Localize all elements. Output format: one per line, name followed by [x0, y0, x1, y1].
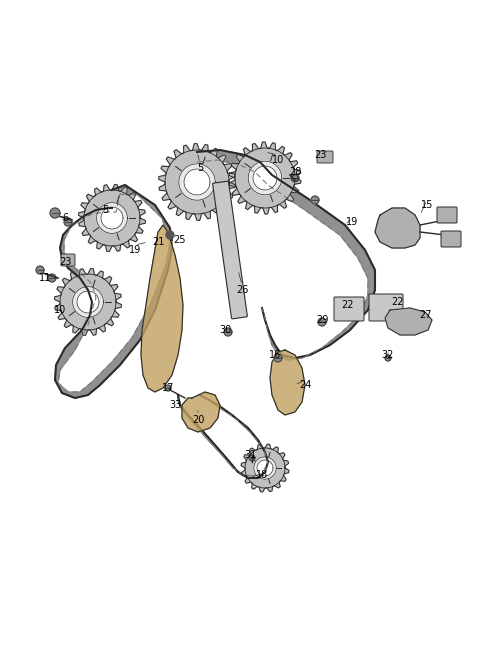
Polygon shape — [182, 392, 220, 432]
Polygon shape — [248, 161, 282, 195]
Text: 19: 19 — [129, 245, 141, 255]
FancyBboxPatch shape — [437, 207, 457, 223]
Text: 26: 26 — [236, 285, 248, 295]
Text: 29: 29 — [316, 315, 328, 325]
FancyBboxPatch shape — [369, 294, 403, 321]
Polygon shape — [55, 268, 121, 335]
Text: 28: 28 — [289, 167, 301, 177]
Text: 32: 32 — [382, 350, 394, 360]
Text: 23: 23 — [314, 150, 326, 160]
FancyBboxPatch shape — [213, 181, 247, 319]
Polygon shape — [253, 166, 277, 190]
Polygon shape — [311, 196, 319, 204]
Polygon shape — [166, 231, 174, 239]
Text: 27: 27 — [419, 310, 431, 320]
Polygon shape — [48, 274, 56, 282]
Polygon shape — [318, 318, 326, 326]
Text: 30: 30 — [219, 325, 231, 335]
Text: 16: 16 — [269, 350, 281, 360]
FancyBboxPatch shape — [61, 254, 75, 266]
Text: 21: 21 — [152, 237, 164, 247]
Polygon shape — [224, 328, 232, 336]
Polygon shape — [179, 164, 215, 200]
FancyBboxPatch shape — [317, 151, 333, 163]
Polygon shape — [165, 385, 171, 391]
Text: 31: 31 — [244, 450, 256, 460]
Polygon shape — [50, 208, 60, 218]
Text: 5: 5 — [197, 163, 203, 173]
Text: 33: 33 — [169, 400, 181, 410]
Polygon shape — [245, 448, 285, 488]
Polygon shape — [84, 190, 140, 246]
Polygon shape — [249, 455, 255, 461]
Polygon shape — [141, 225, 183, 392]
Polygon shape — [292, 175, 298, 181]
Polygon shape — [291, 174, 299, 182]
Text: 18: 18 — [256, 470, 268, 480]
Text: 11: 11 — [39, 273, 51, 283]
Polygon shape — [385, 355, 391, 361]
Polygon shape — [79, 184, 145, 251]
Polygon shape — [159, 144, 235, 220]
Polygon shape — [274, 354, 282, 362]
Text: 17: 17 — [162, 383, 174, 393]
Text: 25: 25 — [174, 235, 186, 245]
Polygon shape — [184, 169, 210, 195]
Polygon shape — [165, 150, 229, 214]
Polygon shape — [235, 148, 295, 208]
Text: 19: 19 — [346, 217, 358, 227]
FancyBboxPatch shape — [334, 297, 364, 321]
FancyBboxPatch shape — [441, 231, 461, 247]
Polygon shape — [101, 207, 123, 229]
Text: 10: 10 — [272, 155, 284, 165]
Text: 23: 23 — [59, 257, 71, 267]
Text: 5: 5 — [102, 205, 108, 215]
Polygon shape — [229, 142, 301, 214]
Polygon shape — [55, 185, 172, 398]
Polygon shape — [60, 274, 116, 330]
Polygon shape — [385, 308, 432, 335]
Text: 22: 22 — [342, 300, 354, 310]
Polygon shape — [375, 208, 420, 248]
Polygon shape — [96, 203, 127, 234]
Text: 24: 24 — [299, 380, 311, 390]
Polygon shape — [270, 350, 305, 415]
Polygon shape — [64, 218, 72, 226]
Polygon shape — [178, 395, 268, 478]
Text: 20: 20 — [192, 415, 204, 425]
Polygon shape — [77, 291, 99, 313]
Text: 10: 10 — [54, 305, 66, 315]
Text: 22: 22 — [392, 297, 404, 307]
Polygon shape — [72, 287, 103, 318]
Text: 15: 15 — [421, 200, 433, 210]
Polygon shape — [197, 150, 375, 360]
Polygon shape — [254, 457, 276, 479]
Text: 6: 6 — [62, 213, 68, 223]
Polygon shape — [36, 266, 44, 274]
Polygon shape — [241, 444, 289, 492]
Polygon shape — [257, 460, 273, 476]
